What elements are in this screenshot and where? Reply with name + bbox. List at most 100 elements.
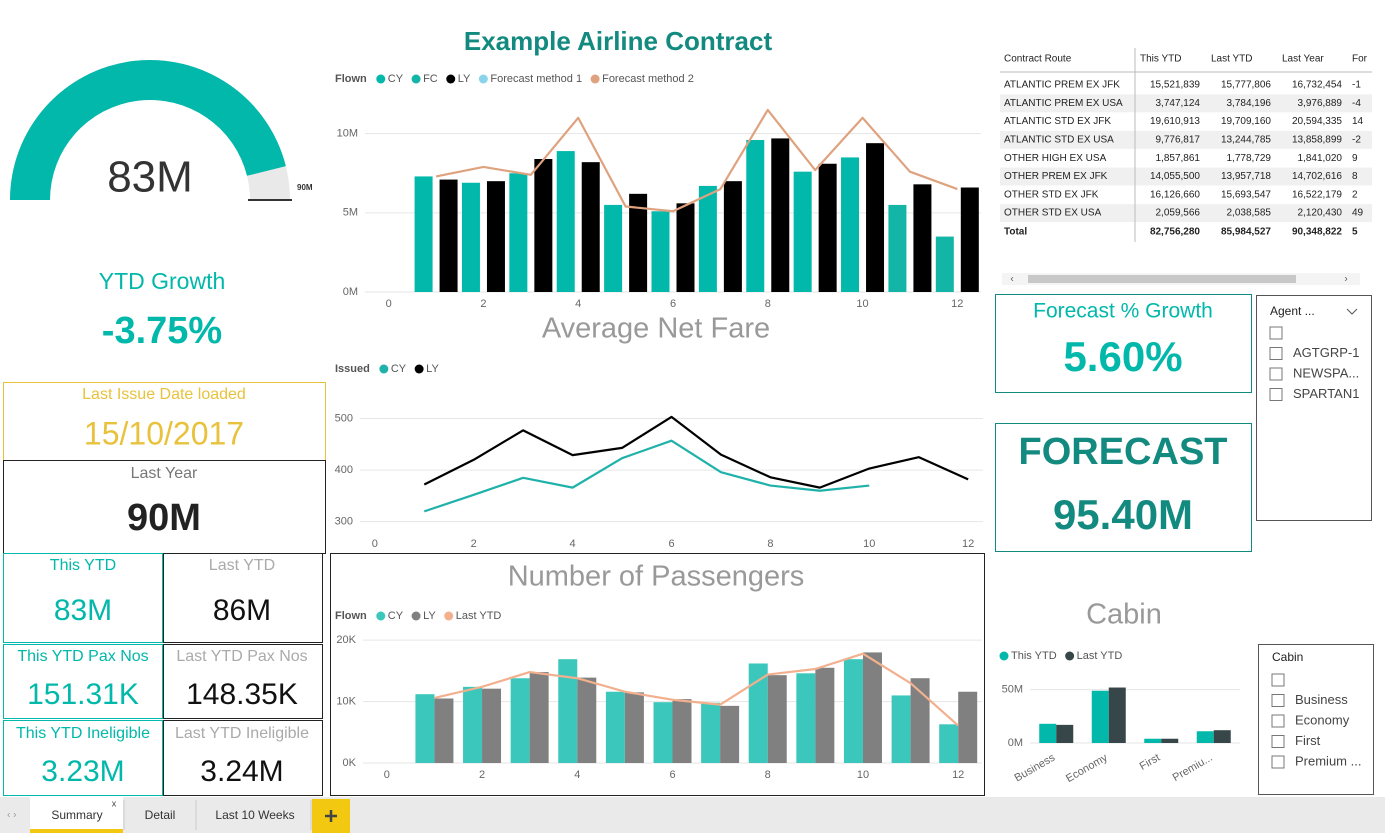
tab-close[interactable]: x <box>112 798 117 808</box>
column-header[interactable]: Last Year <box>1282 54 1324 65</box>
dropdown-icon[interactable] <box>1346 308 1358 315</box>
checkbox[interactable] <box>1269 367 1283 381</box>
bar[interactable] <box>841 157 860 292</box>
column-header[interactable]: For <box>1352 54 1368 65</box>
slicer-item[interactable]: AGTGRP-1 <box>1293 345 1359 360</box>
scroll-thumb[interactable] <box>1028 275 1296 283</box>
bar[interactable] <box>556 151 575 292</box>
bar[interactable] <box>463 686 483 763</box>
column-header[interactable]: Contract Route <box>1004 54 1072 65</box>
bar[interactable] <box>771 138 790 292</box>
checkbox[interactable] <box>1271 673 1285 687</box>
bar[interactable] <box>581 162 600 292</box>
bar[interactable] <box>676 203 695 292</box>
bar[interactable] <box>486 181 505 292</box>
tab-nav[interactable]: ‹ › <box>7 810 16 821</box>
column-header[interactable]: Last YTD <box>1211 54 1253 65</box>
bar[interactable] <box>651 211 670 292</box>
bar[interactable] <box>605 691 625 763</box>
bar[interactable] <box>510 678 530 763</box>
legend-label[interactable]: LY <box>423 610 436 622</box>
legend-label[interactable]: This YTD <box>1011 650 1057 662</box>
bar[interactable] <box>439 179 458 292</box>
bar[interactable] <box>1213 730 1231 743</box>
legend-label[interactable]: FC <box>423 73 438 85</box>
checkbox[interactable] <box>1271 735 1285 748</box>
slicer-item[interactable]: SPARTAN1 <box>1293 386 1359 401</box>
bar[interactable] <box>723 181 742 292</box>
bar[interactable] <box>1039 723 1057 743</box>
legend-label[interactable]: Last YTD <box>456 610 502 622</box>
bar[interactable] <box>913 184 932 292</box>
bar[interactable] <box>1056 724 1074 743</box>
bar[interactable] <box>888 204 907 292</box>
bar[interactable] <box>866 143 885 292</box>
bar[interactable] <box>624 692 644 763</box>
slicer-item[interactable]: NEWSPA... <box>1293 365 1359 380</box>
bar[interactable] <box>1144 738 1162 743</box>
bar[interactable] <box>604 204 623 292</box>
bar[interactable] <box>701 702 721 763</box>
bar[interactable] <box>534 159 553 292</box>
bar[interactable] <box>698 185 717 292</box>
tab-label[interactable]: Last 10 Weeks <box>215 808 294 822</box>
checkbox[interactable] <box>1271 694 1285 707</box>
bar[interactable] <box>746 140 765 292</box>
checkbox[interactable] <box>1269 326 1283 340</box>
bar[interactable] <box>767 675 787 763</box>
bar[interactable] <box>653 702 673 763</box>
bar[interactable] <box>910 678 930 763</box>
bar[interactable] <box>672 699 692 763</box>
bar[interactable] <box>577 677 597 763</box>
legend-swatch <box>478 74 488 84</box>
legend-label[interactable]: Forecast method 2 <box>602 73 694 85</box>
bar[interactable] <box>415 694 435 763</box>
bar[interactable] <box>558 659 578 763</box>
bar[interactable] <box>748 663 768 763</box>
slicer-item[interactable]: First <box>1295 733 1321 748</box>
slicer-item[interactable]: Business <box>1295 692 1348 707</box>
bar[interactable] <box>960 187 979 293</box>
bar[interactable] <box>818 163 837 292</box>
bar[interactable] <box>939 724 959 763</box>
slicer-item[interactable]: Economy <box>1295 712 1350 727</box>
bar[interactable] <box>461 182 480 292</box>
legend-label[interactable]: CY <box>388 73 404 85</box>
legend-label[interactable]: CY <box>388 610 404 622</box>
column-header[interactable]: This YTD <box>1140 54 1182 65</box>
checkbox[interactable] <box>1271 714 1285 728</box>
slicer-item[interactable]: Premium ... <box>1295 753 1361 768</box>
bar[interactable] <box>862 652 882 763</box>
bar[interactable] <box>935 236 954 292</box>
bar[interactable] <box>1161 738 1179 743</box>
checkbox[interactable] <box>1269 388 1283 401</box>
bar[interactable] <box>1196 731 1214 743</box>
bar[interactable] <box>958 691 978 763</box>
checkbox[interactable] <box>1269 347 1283 360</box>
legend-label[interactable]: CY <box>391 363 407 375</box>
bar[interactable] <box>720 705 740 763</box>
legend-label[interactable]: Forecast method 1 <box>490 73 582 85</box>
bar[interactable] <box>796 673 816 763</box>
bar[interactable] <box>891 695 911 763</box>
bar[interactable] <box>509 173 528 292</box>
bar[interactable] <box>529 672 549 763</box>
scroll-right[interactable]: › <box>1344 274 1347 285</box>
bar[interactable] <box>793 171 812 292</box>
bar[interactable] <box>815 667 835 763</box>
bar[interactable] <box>1091 690 1109 743</box>
bar[interactable] <box>629 193 648 292</box>
bar[interactable] <box>414 176 433 292</box>
legend-label[interactable]: LY <box>458 73 471 85</box>
tab-label[interactable]: Detail <box>145 808 176 822</box>
scroll-left[interactable]: ‹ <box>1010 274 1013 285</box>
legend-label[interactable]: Last YTD <box>1077 650 1123 662</box>
bar[interactable] <box>482 688 502 763</box>
bar[interactable] <box>434 698 454 764</box>
tab-active[interactable] <box>30 797 123 833</box>
bar[interactable] <box>1108 687 1126 743</box>
checkbox[interactable] <box>1271 755 1285 769</box>
bar[interactable] <box>843 659 863 763</box>
legend-label[interactable]: LY <box>426 363 439 375</box>
tab-label[interactable]: Summary <box>51 808 102 822</box>
